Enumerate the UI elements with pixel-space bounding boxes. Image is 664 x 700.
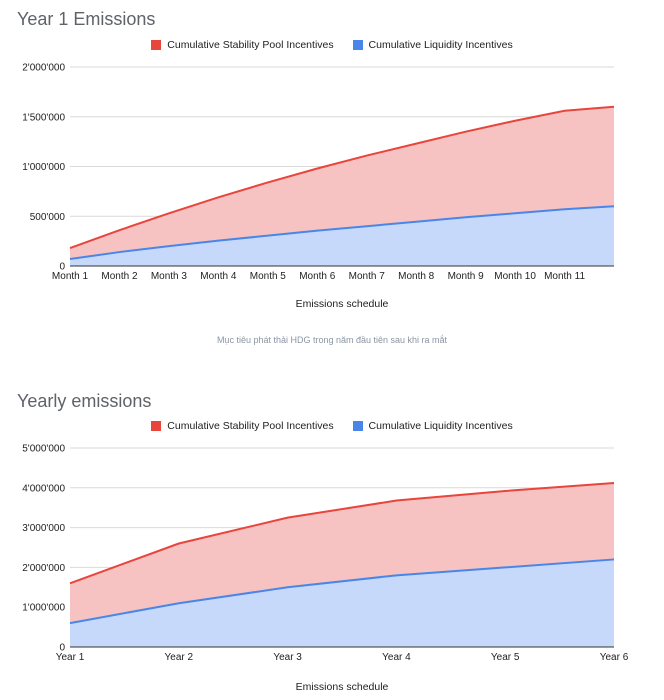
- legend-label-stability: Cumulative Stability Pool Incentives: [167, 420, 334, 432]
- chart-year1-emissions: Year 1 Emissions Cumulative Stability Po…: [0, 0, 664, 330]
- x-tick-label: Month 11: [544, 271, 585, 282]
- y-tick-label: 2'000'000: [22, 63, 65, 74]
- x-axis-title: Emissions schedule: [296, 681, 389, 693]
- legend-label-stability: Cumulative Stability Pool Incentives: [167, 39, 334, 51]
- chart-yearly-emissions: Yearly emissions Cumulative Stability Po…: [0, 382, 664, 700]
- x-tick-label: Month 7: [349, 271, 386, 282]
- x-tick-label: Month 8: [398, 271, 435, 282]
- line-stability: [69, 482, 615, 585]
- legend-swatch-stability: [151, 40, 162, 50]
- y-tick-label: 1'000'000: [22, 162, 65, 173]
- x-tick-label: Year 6: [600, 652, 629, 663]
- y-tick-label: 500'000: [30, 212, 66, 223]
- x-tick-label: Month 4: [200, 271, 237, 282]
- y-tick-label: 1'000'000: [22, 603, 65, 614]
- legend-item-liquidity: Cumulative Liquidity Incentives: [352, 39, 513, 51]
- x-tick-label: Month 2: [101, 271, 138, 282]
- x-axis-title: Emissions schedule: [296, 298, 389, 310]
- line-liquidity: [69, 558, 615, 625]
- chart-legend: Cumulative Stability Pool Incentives Cum…: [0, 420, 664, 434]
- chart-plot: 0 1'000'000 2'000'000 3'000'000 4'000'000 5'0…: [22, 444, 629, 694]
- x-tick-label: Year 2: [165, 652, 194, 663]
- legend-swatch-liquidity: [352, 421, 363, 431]
- chart-legend: Cumulative Stability Pool Incentives Cum…: [0, 39, 664, 53]
- y-tick-label: 2'000'000: [22, 563, 65, 574]
- chart-title: Year 1 Emissions: [17, 9, 156, 29]
- legend-item-stability: Cumulative Stability Pool Incentives: [151, 420, 334, 432]
- y-tick-label: 3'000'000: [22, 523, 65, 534]
- chart-plot: 0 500'000 1'000'000 1'500'000 2'000'000 Month…: [22, 63, 615, 310]
- y-tick-label: 0: [59, 643, 65, 654]
- x-tick-label: Month 9: [448, 271, 485, 282]
- y-tick-label: 5'000'000: [22, 444, 65, 455]
- legend-item-stability: Cumulative Stability Pool Incentives: [151, 39, 334, 51]
- legend-swatch-liquidity: [352, 40, 363, 50]
- x-tick-label: Year 5: [491, 652, 520, 663]
- y-tick-label: 0: [59, 262, 65, 273]
- line-stability: [69, 105, 615, 250]
- area-liquidity: [70, 559, 614, 647]
- x-tick-label: Year 4: [382, 652, 411, 663]
- legend-swatch-stability: [151, 421, 162, 431]
- x-tick-label: Year 3: [273, 652, 302, 663]
- x-tick-label: Month 5: [250, 271, 287, 282]
- line-liquidity: [69, 205, 615, 261]
- x-tick-label: Month 10: [494, 271, 536, 282]
- y-tick-label: 1'500'000: [22, 112, 65, 123]
- x-tick-label: Month 3: [151, 271, 188, 282]
- area-liquidity: [70, 206, 614, 266]
- x-tick-label: Month 1: [52, 271, 89, 282]
- figure-caption: Mục tiêu phát thải HDG trong năm đầu tiê…: [216, 335, 448, 345]
- x-tick-label: Month 6: [299, 271, 336, 282]
- legend-item-liquidity: Cumulative Liquidity Incentives: [352, 420, 513, 432]
- x-tick-label: Year 1: [56, 652, 85, 663]
- chart-title: Yearly emissions: [17, 391, 152, 411]
- legend-label-liquidity: Cumulative Liquidity Incentives: [368, 420, 513, 432]
- y-tick-label: 4'000'000: [22, 483, 65, 494]
- legend-label-liquidity: Cumulative Liquidity Incentives: [368, 39, 513, 51]
